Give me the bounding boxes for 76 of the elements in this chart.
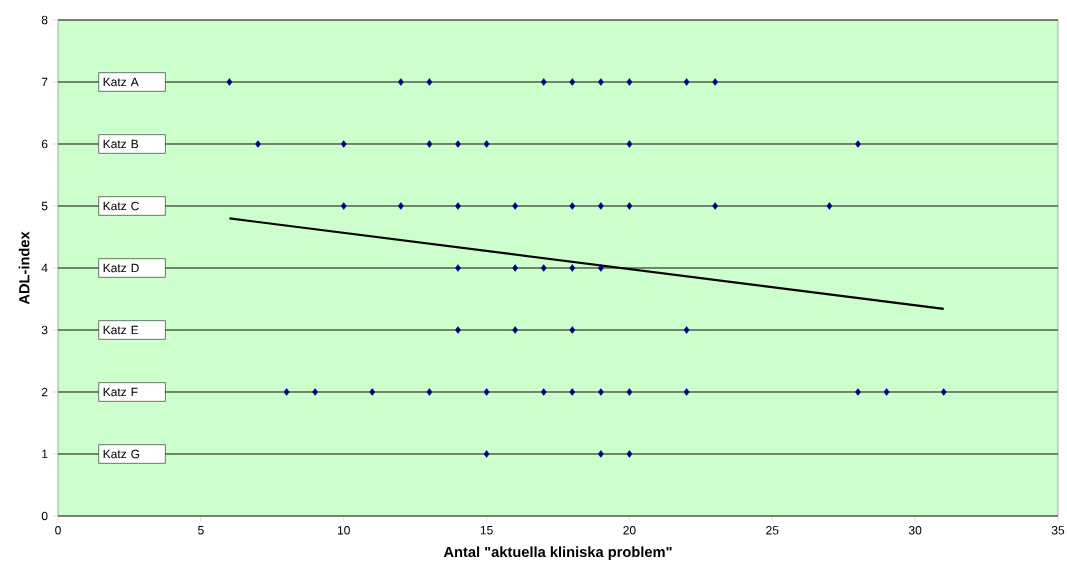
- annotation: Katz E: [103, 325, 139, 335]
- point: [398, 78, 404, 86]
- y-tick-label: 6: [41, 139, 48, 149]
- x-tick-label: 5: [198, 526, 204, 535]
- point: [626, 140, 633, 148]
- point: [426, 78, 433, 86]
- y-axis-title: ADL-index: [18, 231, 30, 305]
- point: [512, 264, 519, 272]
- annotation: Katz B: [103, 139, 139, 149]
- annotation: Katz D: [103, 263, 139, 273]
- point: [712, 78, 719, 86]
- y-tick-label: 3: [41, 325, 48, 335]
- point: [283, 388, 290, 396]
- point: [398, 202, 404, 210]
- point: [569, 202, 576, 210]
- y-tick-label: 5: [41, 201, 48, 211]
- point: [455, 326, 461, 334]
- point: [483, 140, 490, 148]
- point: [426, 388, 433, 396]
- point: [455, 140, 461, 148]
- point: [683, 326, 690, 334]
- x-tick-label: 10: [337, 526, 350, 535]
- point: [683, 388, 690, 396]
- point: [626, 202, 633, 210]
- x-tick-label: 30: [908, 526, 922, 535]
- x-tick-label: 15: [480, 526, 493, 535]
- x-tick-label: 25: [766, 526, 779, 535]
- point: [569, 388, 576, 396]
- point: [455, 264, 461, 272]
- point: [483, 450, 490, 458]
- annotation: Katz F: [103, 387, 138, 397]
- point: [597, 388, 604, 396]
- point: [626, 388, 633, 396]
- point: [883, 388, 890, 396]
- point: [940, 388, 947, 396]
- point: [226, 78, 233, 86]
- point: [540, 264, 547, 272]
- x-tick-label: 20: [623, 526, 636, 535]
- annotation: Katz C: [103, 201, 139, 211]
- y-tick-label: 2: [41, 387, 48, 397]
- y-tick-label: 4: [41, 263, 48, 273]
- point: [569, 78, 576, 86]
- point: [826, 202, 833, 210]
- point: [626, 78, 633, 86]
- x-tick-label: 35: [1051, 526, 1065, 535]
- point: [683, 78, 690, 86]
- point: [369, 388, 376, 396]
- point: [512, 202, 519, 210]
- annotation: Katz G: [103, 449, 140, 459]
- point: [597, 264, 604, 272]
- point: [597, 450, 604, 458]
- point: [597, 78, 604, 86]
- point: [597, 202, 604, 210]
- point: [340, 202, 347, 210]
- point: [455, 202, 461, 210]
- y-tick-label: 7: [41, 77, 48, 87]
- point: [312, 388, 319, 396]
- y-tick-label: 8: [41, 15, 48, 25]
- point: [426, 140, 433, 148]
- y-tick-label: 0: [41, 511, 48, 521]
- point: [569, 264, 576, 272]
- point: [712, 202, 719, 210]
- annotation: Katz A: [103, 77, 139, 87]
- point: [340, 140, 347, 148]
- point: [483, 388, 490, 396]
- point: [626, 450, 633, 458]
- point: [512, 326, 519, 334]
- point: [855, 140, 861, 148]
- point: [540, 388, 547, 396]
- x-axis-title: Antal "aktuella kliniska problem": [443, 546, 672, 561]
- y-tick-label: 1: [42, 449, 48, 459]
- x-tick-label: 0: [55, 526, 61, 535]
- point: [540, 78, 547, 86]
- point: [569, 326, 576, 334]
- point: [255, 140, 261, 148]
- point: [855, 388, 861, 396]
